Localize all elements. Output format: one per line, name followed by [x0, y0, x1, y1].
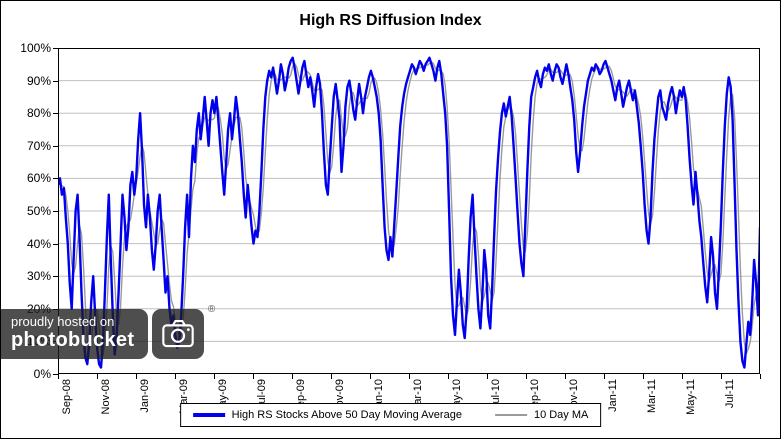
x-axis-tick [448, 374, 449, 379]
y-axis-tick [53, 146, 58, 147]
x-axis-label: Mar-11 [645, 379, 658, 414]
y-axis-tick [53, 211, 58, 212]
y-axis-label: 0% [33, 367, 51, 381]
registered-trademark: ® [207, 304, 216, 315]
x-axis-label: May-11 [684, 379, 697, 415]
x-axis-tick [409, 374, 410, 379]
x-axis-tick [97, 374, 98, 379]
x-axis-tick [331, 374, 332, 379]
y-axis-tick [53, 113, 58, 114]
x-axis-tick [604, 374, 605, 379]
x-axis-label: Jan-11 [606, 379, 619, 412]
y-axis-label: 80% [26, 106, 51, 121]
x-axis-tick [760, 374, 761, 379]
y-axis-label: 100% [20, 41, 51, 55]
y-axis-tick [53, 374, 58, 375]
y-axis-label: 60% [26, 171, 51, 186]
y-axis-tick [53, 178, 58, 179]
camera-icon-glyph [162, 319, 195, 348]
watermark-brand: photobucket [11, 329, 135, 351]
photobucket-watermark[interactable]: proudly hosted on photobucket ® [1, 304, 215, 359]
x-axis-label: Jan-09 [138, 379, 151, 413]
x-axis-tick [292, 374, 293, 379]
legend-swatch-10day-ma [494, 414, 527, 416]
y-axis-label: 50% [26, 204, 51, 218]
watermark-text-box: proudly hosted on photobucket [1, 309, 149, 359]
x-axis-label: Nov-08 [99, 379, 112, 415]
y-axis-label: 30% [26, 269, 51, 284]
x-axis-tick [370, 374, 371, 379]
legend-label-main-series: High RS Stocks Above 50 Day Moving Avera… [231, 409, 462, 421]
y-axis-tick [53, 48, 58, 49]
x-axis-tick [487, 374, 488, 379]
x-axis-tick [526, 374, 527, 379]
x-axis-tick [643, 374, 644, 379]
x-axis-tick [58, 374, 59, 379]
legend-label-10day-ma: 10 Day MA [533, 409, 589, 421]
watermark-tagline: proudly hosted on [11, 314, 115, 329]
y-axis-tick [53, 81, 58, 82]
x-axis-tick [721, 374, 722, 379]
x-axis-label: Jul-11 [723, 379, 736, 409]
y-axis-tick [53, 244, 58, 245]
legend: High RS Stocks Above 50 Day Moving Avera… [179, 403, 602, 427]
y-axis-label: 90% [26, 73, 51, 88]
legend-swatch-main-series [192, 413, 225, 417]
x-axis-label: Sep-08 [60, 379, 73, 415]
x-axis-tick [214, 374, 215, 379]
x-axis-tick [682, 374, 683, 379]
chart-title: High RS Diffusion Index [299, 12, 482, 29]
x-axis-tick [565, 374, 566, 379]
x-axis-tick [136, 374, 137, 379]
y-axis-tick [53, 276, 58, 277]
y-axis-label: 70% [26, 138, 51, 153]
y-axis-label: 40% [26, 236, 51, 251]
x-axis-tick [175, 374, 176, 379]
camera-icon: ® [152, 304, 215, 359]
x-axis-tick [253, 374, 254, 379]
